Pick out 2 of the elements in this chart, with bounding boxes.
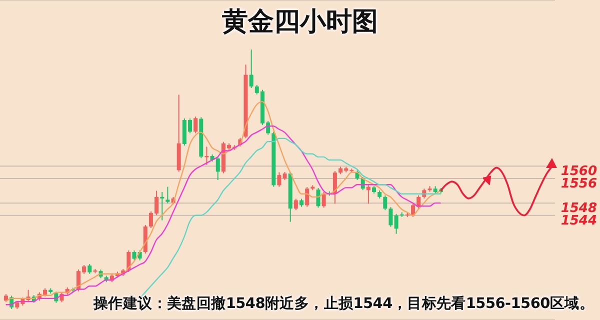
chart-title: 黄金四小时图 [221,6,379,39]
annotation: 操作建议：美盘回撤1548附近多，止损1544，目标先看1556-1560区域。 [92,294,594,313]
